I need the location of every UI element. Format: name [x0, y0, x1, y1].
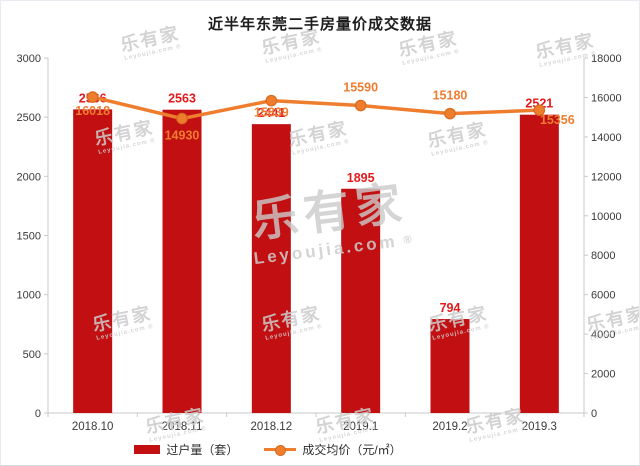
- line-point-dot: [354, 99, 367, 112]
- bar: [341, 188, 381, 413]
- bar-value-label: 2521: [525, 97, 553, 111]
- right-axis-tick-label: 8000: [591, 250, 615, 262]
- line-value-label: 16018: [75, 104, 110, 118]
- bar: [519, 114, 559, 413]
- bar-series-swatch: [134, 445, 161, 454]
- right-axis-tick-label: 10000: [591, 211, 622, 223]
- bar: [251, 124, 291, 414]
- x-axis-category-label: 2019.1: [343, 421, 378, 433]
- right-axis-tick-label: 14000: [591, 132, 622, 144]
- bar: [73, 109, 113, 414]
- x-axis-category-label: 2019.3: [522, 421, 557, 433]
- bar-value-label: 2563: [168, 92, 196, 106]
- right-axis-tick-label: 12000: [591, 171, 622, 183]
- legend-item-bar-series: 过户量（套）: [134, 441, 238, 458]
- left-axis-tick-label: 0: [35, 408, 41, 420]
- chart-title: 近半年东莞二手房量价成交数据: [207, 16, 432, 33]
- line-value-label: 15180: [433, 89, 468, 103]
- line-point-dot: [265, 94, 278, 107]
- right-axis-tick-label: 2000: [591, 369, 615, 381]
- right-axis-tick-label: 4000: [591, 329, 615, 341]
- x-axis-category-label: 2019.2: [432, 421, 467, 433]
- left-axis-tick-label: 1000: [17, 290, 41, 302]
- left-axis-tick-label: 2000: [17, 171, 41, 183]
- line-value-label: 15356: [540, 113, 575, 127]
- bar-value-label: 1895: [347, 171, 375, 185]
- right-axis-tick-label: 18000: [591, 53, 622, 65]
- line-point-dot: [533, 104, 546, 116]
- legend: 过户量（套） 成交均价（元/㎡）: [1, 441, 587, 458]
- bar: [430, 319, 470, 413]
- line-value-label: 14930: [165, 129, 200, 143]
- x-axis-category-label: 2018.10: [72, 421, 114, 433]
- line-point-dot: [176, 112, 188, 125]
- x-axis-category-label: 2018.11: [162, 421, 203, 433]
- bar: [162, 109, 202, 413]
- line-value-label: 15839: [254, 106, 289, 120]
- right-axis-tick-label: 0: [591, 408, 597, 420]
- line-series-swatch: [264, 444, 297, 456]
- right-axis-tick-label: 16000: [591, 92, 622, 104]
- left-axis-tick-label: 1500: [17, 231, 41, 243]
- left-axis-tick-label: 500: [23, 349, 41, 361]
- line-point-dot: [86, 91, 99, 103]
- bar-value-label: 2441: [257, 106, 285, 120]
- x-axis-category-label: 2018.12: [251, 421, 293, 433]
- line-swatch-dot: [275, 445, 287, 456]
- bar-value-label: 794: [440, 301, 461, 315]
- legend-label-line: 成交均价（元/㎡）: [302, 443, 402, 457]
- line-point-dot: [444, 107, 456, 120]
- left-axis-tick-label: 2500: [17, 112, 41, 124]
- legend-item-line-series: 成交均价（元/㎡）: [264, 441, 402, 458]
- line-value-label: 15590: [343, 81, 378, 95]
- left-axis-tick-label: 3000: [17, 53, 41, 65]
- price-line: [90, 95, 542, 121]
- legend-label-bar: 过户量（套）: [166, 443, 239, 457]
- right-axis-tick-label: 6000: [591, 290, 615, 302]
